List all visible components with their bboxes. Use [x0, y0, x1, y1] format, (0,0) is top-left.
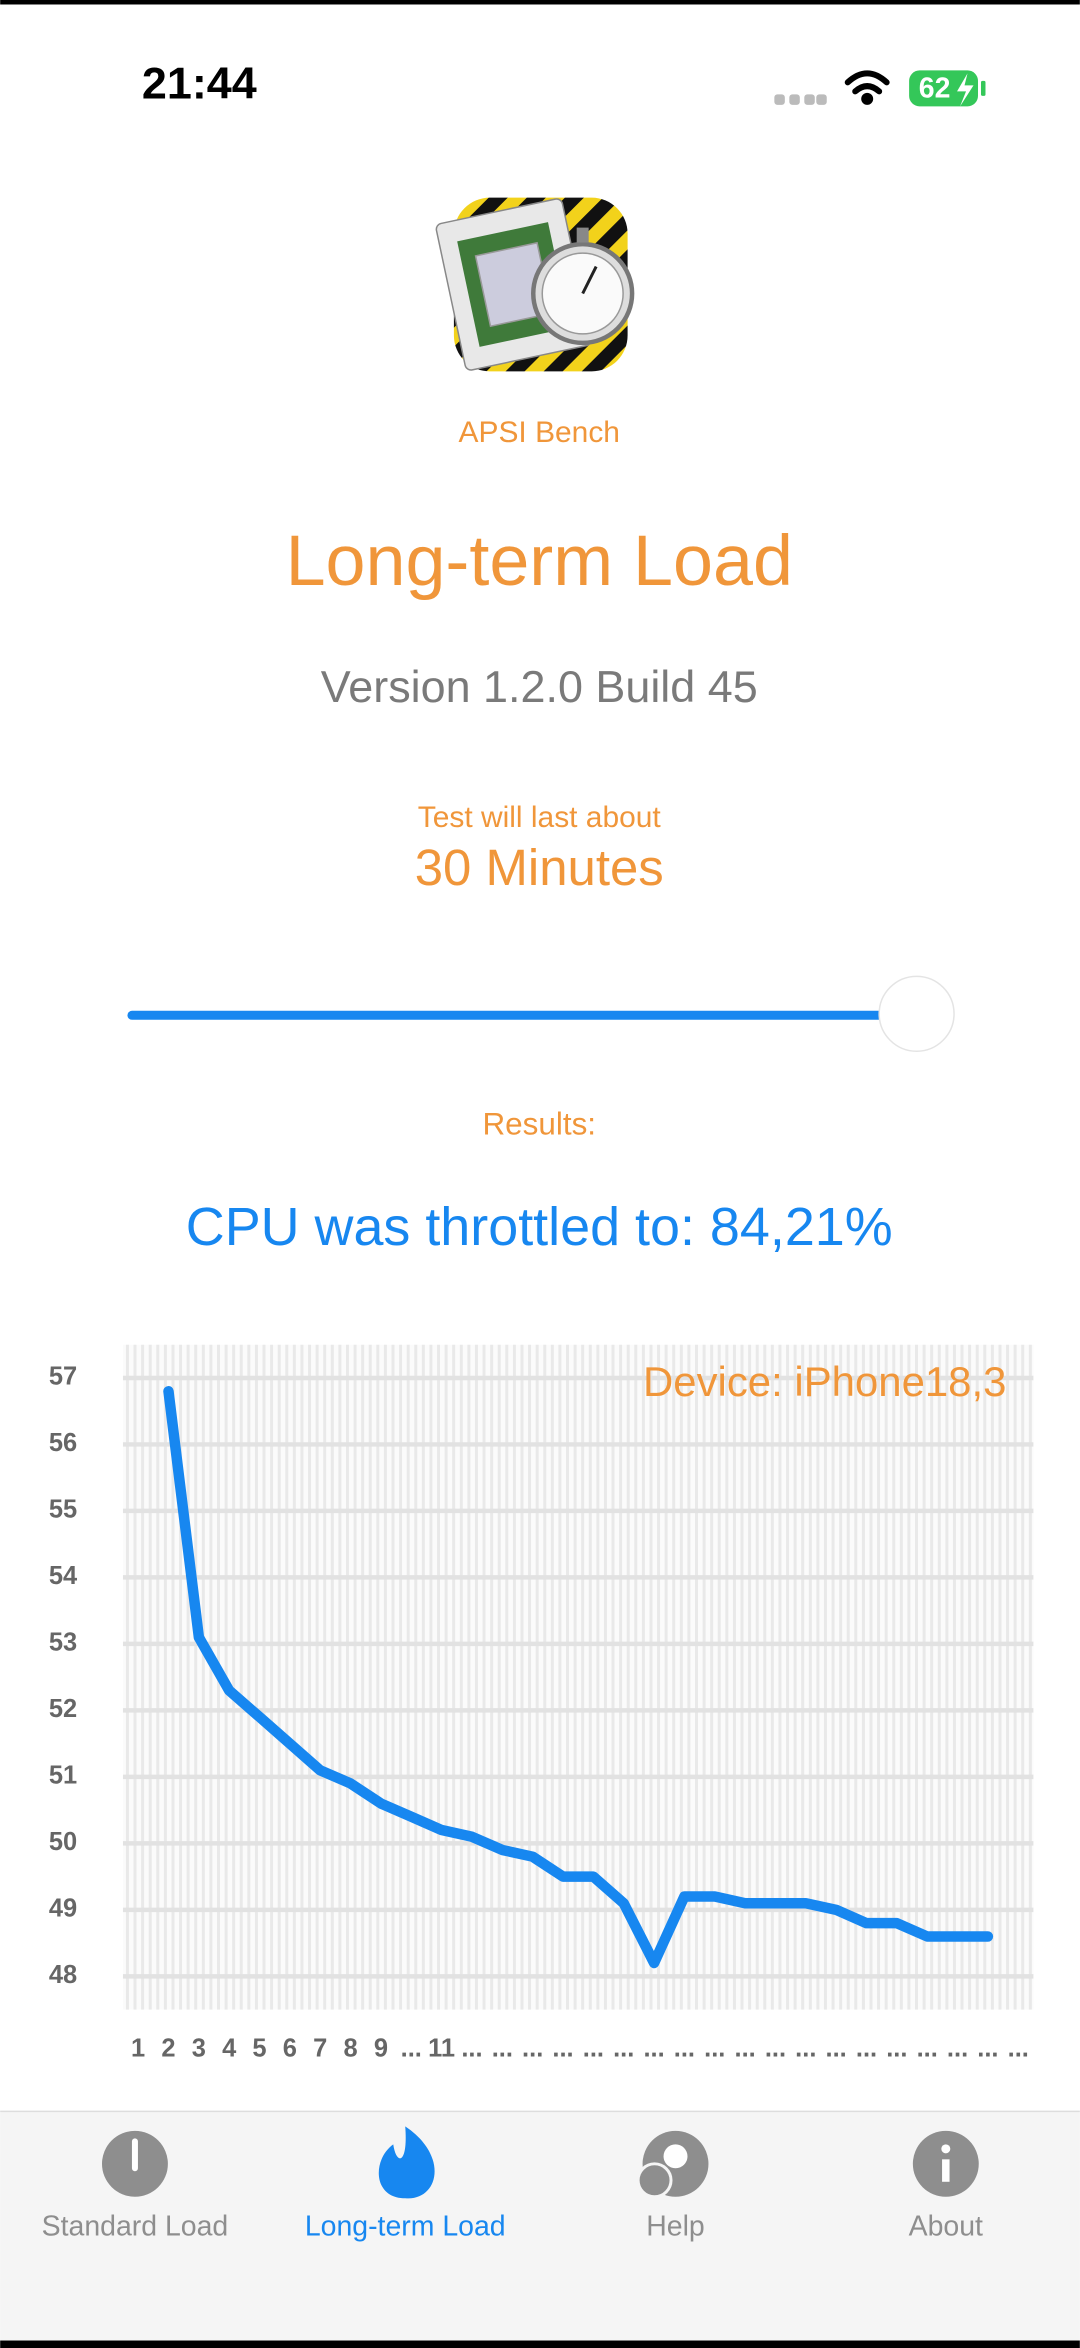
- x-tick-label: 7: [313, 2035, 327, 2063]
- tab-icon[interactable]: [912, 2130, 979, 2197]
- battery-cap: [980, 80, 986, 96]
- x-tick-label: ...: [613, 2035, 634, 2063]
- y-tick-label: 51: [49, 1762, 77, 1790]
- battery-level: 62: [919, 72, 951, 104]
- battery-icon: [909, 70, 979, 107]
- tab-bar: [0, 2111, 1080, 2341]
- y-tick-label: 55: [49, 1496, 77, 1524]
- y-tick-label: 53: [49, 1629, 77, 1657]
- signal-dots: [774, 94, 827, 105]
- info-bar: [942, 2159, 950, 2182]
- x-tick-label: ...: [492, 2035, 513, 2063]
- x-tick-label: ...: [522, 2035, 543, 2063]
- x-tick-label: ...: [734, 2035, 755, 2063]
- y-tick-label: 52: [49, 1695, 77, 1723]
- x-tick-label: ...: [856, 2035, 877, 2063]
- tab-label[interactable]: About: [909, 2211, 983, 2243]
- x-tick-label: 1: [131, 2035, 145, 2063]
- x-tick-label: 5: [252, 2035, 266, 2063]
- status-time: 21:44: [142, 58, 257, 109]
- tab-icon[interactable]: [636, 2130, 709, 2199]
- app-icon: [435, 197, 635, 372]
- y-tick-label: 48: [49, 1961, 77, 1989]
- x-tick-label: 11: [428, 2035, 455, 2063]
- wifi-icon: [844, 70, 890, 105]
- x-tick-label: ...: [704, 2035, 725, 2063]
- x-tick-label: ...: [583, 2035, 604, 2063]
- y-tick-label: 56: [49, 1429, 77, 1457]
- x-tick-label: 9: [374, 2035, 388, 2063]
- x-tick-label: ...: [401, 2035, 422, 2063]
- y-tick-label: 50: [49, 1828, 77, 1856]
- x-tick-label: 3: [192, 2035, 206, 2063]
- x-tick-label: ...: [674, 2035, 695, 2063]
- tab-icon[interactable]: [378, 2126, 435, 2199]
- x-tick-label: ...: [1008, 2035, 1029, 2063]
- info-dot: [941, 2144, 951, 2154]
- frame-bottom: [0, 2340, 1080, 2348]
- slider-thumb[interactable]: [878, 975, 955, 1052]
- duration-value: 30 Minutes: [415, 839, 664, 896]
- x-tick-label: 2: [161, 2035, 175, 2063]
- x-tick-label: ...: [552, 2035, 573, 2063]
- x-tick-label: ...: [886, 2035, 907, 2063]
- x-tick-label: ...: [795, 2035, 816, 2063]
- x-tick-label: ...: [947, 2035, 968, 2063]
- tabs: Standard Load Long-term Load Help About: [42, 2126, 983, 2243]
- y-tick-label: 57: [49, 1363, 77, 1391]
- chart-annotation: Device: iPhone18,3: [643, 1358, 1006, 1405]
- y-tick-label: 54: [49, 1562, 78, 1590]
- x-tick-label: 4: [222, 2035, 237, 2063]
- frame-top: [0, 0, 1080, 5]
- charging-bolt: [957, 73, 974, 107]
- duration-caption: Test will last about: [418, 801, 662, 834]
- flame-icon: [378, 2126, 435, 2199]
- x-tick-label: ...: [977, 2035, 998, 2063]
- x-tick-label: ...: [461, 2035, 482, 2063]
- x-tick-label: ...: [917, 2035, 938, 2063]
- plot-area: [122, 1344, 1034, 2010]
- app-name: APSI Bench: [459, 416, 620, 449]
- results-summary: CPU was throttled to: 84,21%: [186, 1197, 893, 1257]
- x-tick-label: ...: [826, 2035, 847, 2063]
- version: Version 1.2.0 Build 45: [321, 661, 758, 712]
- x-tick-label: ...: [765, 2035, 786, 2063]
- tab-label[interactable]: Standard Load: [42, 2211, 229, 2243]
- y-tick-label: 49: [49, 1895, 77, 1923]
- tab-label[interactable]: Help: [646, 2211, 705, 2243]
- x-tick-label: 6: [283, 2035, 297, 2063]
- x-tick-label: 8: [343, 2035, 357, 2063]
- tab-label[interactable]: Long-term Load: [305, 2211, 506, 2243]
- data-line: [163, 1386, 994, 1969]
- person-head: [663, 2144, 688, 2169]
- x-tick-label: ...: [643, 2035, 664, 2063]
- results-label: Results:: [482, 1106, 596, 1141]
- help-badge: [636, 2162, 673, 2199]
- screen-title: Long-term Load: [286, 521, 793, 601]
- tab-icon[interactable]: [101, 2130, 168, 2197]
